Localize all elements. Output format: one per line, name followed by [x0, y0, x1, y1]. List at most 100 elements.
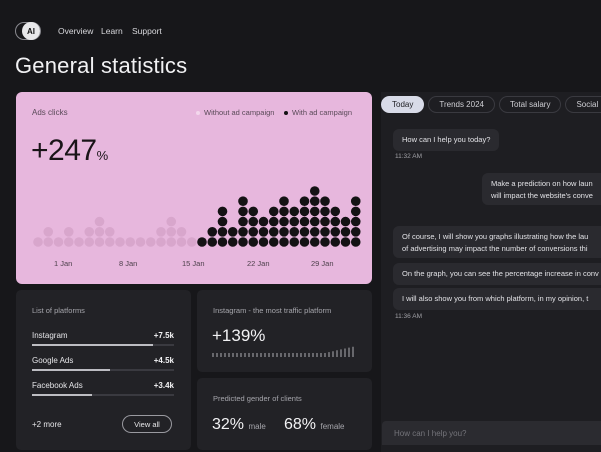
view-all-button[interactable]: View all [122, 415, 172, 433]
more-platforms-link[interactable]: +2 more [32, 420, 62, 429]
tab-social-networks[interactable]: Social netw [565, 96, 601, 113]
ads-clicks-card: Ads clicks Without ad campaign With ad c… [16, 92, 372, 284]
legend-without-dot [196, 110, 200, 115]
chart-dot-with-campaign [268, 216, 279, 227]
ai-toggle[interactable]: AI [15, 22, 41, 40]
chart-dot-without-campaign [84, 237, 95, 247]
nav-support[interactable]: Support [132, 26, 162, 36]
ads-clicks-title: Ads clicks [32, 108, 68, 117]
chart-dot-with-campaign [248, 216, 259, 227]
chart-dot-with-campaign [238, 237, 248, 247]
chart-dot-with-campaign [309, 216, 320, 227]
platform-name: Google Ads [32, 356, 74, 365]
chart-dot-with-campaign [238, 196, 248, 206]
chart-dot-with-campaign [299, 216, 310, 227]
chart-dot-without-campaign [43, 237, 54, 247]
nav-learn[interactable]: Learn [101, 26, 123, 36]
chart-dot-with-campaign [320, 237, 330, 247]
platforms-title: List of platforms [32, 306, 85, 315]
chart-dot-without-campaign [145, 237, 156, 247]
platform-bar [32, 344, 174, 346]
chat-input[interactable] [382, 421, 601, 445]
chart-dot-with-campaign [289, 206, 300, 217]
chart-dot-with-campaign [238, 206, 248, 217]
chart-dot-with-campaign [227, 227, 238, 237]
x-tick-label: 8 Jan [119, 259, 138, 268]
platform-value: +4.5k [153, 356, 174, 365]
chart-dot-without-campaign [166, 227, 177, 237]
chart-dot-without-campaign [156, 227, 166, 237]
ai-toggle-knob: AI [22, 22, 40, 40]
platform-bar [32, 394, 174, 396]
chart-dot-without-campaign [63, 237, 74, 247]
platforms-card: List of platforms Instagram +7.5k Google… [16, 290, 191, 450]
chart-dot-without-campaign [53, 237, 64, 247]
chart-dot-with-campaign [299, 196, 310, 206]
legend-with-label: With ad campaign [292, 108, 353, 117]
female-stat: 68% female [284, 416, 345, 434]
chart-dot-without-campaign [104, 227, 115, 237]
chat-message-assistant: Of course, I will show you graphs illust… [393, 226, 601, 258]
chart-dot-with-campaign [340, 227, 351, 237]
tab-trends-2024[interactable]: Trends 2024 [428, 96, 495, 113]
chat-panel: Today Trends 2024 Total salary Social ne… [381, 92, 601, 452]
page-title: General statistics [15, 53, 188, 78]
chat-tabs: Today Trends 2024 Total salary Social ne… [381, 96, 601, 113]
chart-dot-with-campaign [330, 227, 341, 237]
instagram-value: +139% [212, 326, 266, 345]
male-label: male [248, 422, 266, 431]
chart-dot-with-campaign [320, 206, 330, 217]
chart-dot-without-campaign [176, 227, 187, 237]
chart-dot-with-campaign [238, 227, 248, 237]
chart-dot-with-campaign [309, 196, 320, 206]
chart-dot-without-campaign [166, 237, 177, 247]
chart-dot-without-campaign [186, 237, 197, 247]
chart-dot-with-campaign [268, 227, 279, 237]
tab-today[interactable]: Today [381, 96, 425, 113]
chart-dot-with-campaign [320, 227, 330, 237]
chart-dot-without-campaign [94, 237, 105, 247]
chart-dot-without-campaign [94, 227, 105, 237]
chart-dot-with-campaign [279, 216, 289, 227]
chart-dot-with-campaign [350, 237, 361, 247]
platform-value: +3.4k [153, 381, 174, 390]
chart-dot-with-campaign [309, 227, 320, 237]
chat-message-assistant: I will also show you from which platform… [393, 288, 601, 310]
instagram-title: Instagram - the most traffic platform [213, 306, 332, 315]
chart-dot-with-campaign [320, 196, 330, 206]
chat-message-assistant: On the graph, you can see the percentage… [393, 263, 601, 285]
nav-overview[interactable]: Overview [58, 26, 94, 36]
chart-dot-with-campaign [217, 216, 228, 227]
message-line: of advertising may impact the number of … [402, 244, 588, 253]
chart-dot-with-campaign [350, 196, 361, 206]
chart-dot-with-campaign [248, 206, 259, 217]
female-label: female [320, 422, 345, 431]
chart-dot-with-campaign [279, 196, 289, 206]
chart-dot-without-campaign [74, 237, 84, 247]
chart-dot-with-campaign [350, 227, 361, 237]
chart-dot-with-campaign [248, 237, 259, 247]
platform-bar-fill [32, 344, 153, 346]
chart-dot-with-campaign [320, 216, 330, 227]
message-line: will impact the website's conve [491, 191, 593, 200]
legend-without-label: Without ad campaign [204, 108, 275, 117]
ads-clicks-value: +247% [31, 134, 108, 168]
chart-dot-with-campaign [340, 237, 351, 247]
chart-dot-with-campaign [309, 186, 320, 196]
chart-dot-without-campaign [104, 237, 115, 247]
chart-dot-with-campaign [279, 227, 289, 237]
chart-dot-with-campaign [238, 216, 248, 227]
chart-dot-with-campaign [258, 216, 269, 227]
tab-total-salary[interactable]: Total salary [498, 96, 562, 113]
chart-dot-without-campaign [43, 227, 54, 237]
platform-bar [32, 369, 174, 371]
legend-without: Without ad campaign [196, 108, 274, 117]
chart-dot-with-campaign [299, 237, 310, 247]
ads-clicks-chart [33, 186, 361, 247]
chart-dot-with-campaign [268, 237, 279, 247]
chart-dot-without-campaign [125, 237, 136, 247]
chart-dot-with-campaign [330, 216, 341, 227]
chart-dot-with-campaign [309, 237, 320, 247]
instagram-card: Instagram - the most traffic platform +1… [197, 290, 372, 372]
platform-value: +7.5k [153, 331, 174, 340]
